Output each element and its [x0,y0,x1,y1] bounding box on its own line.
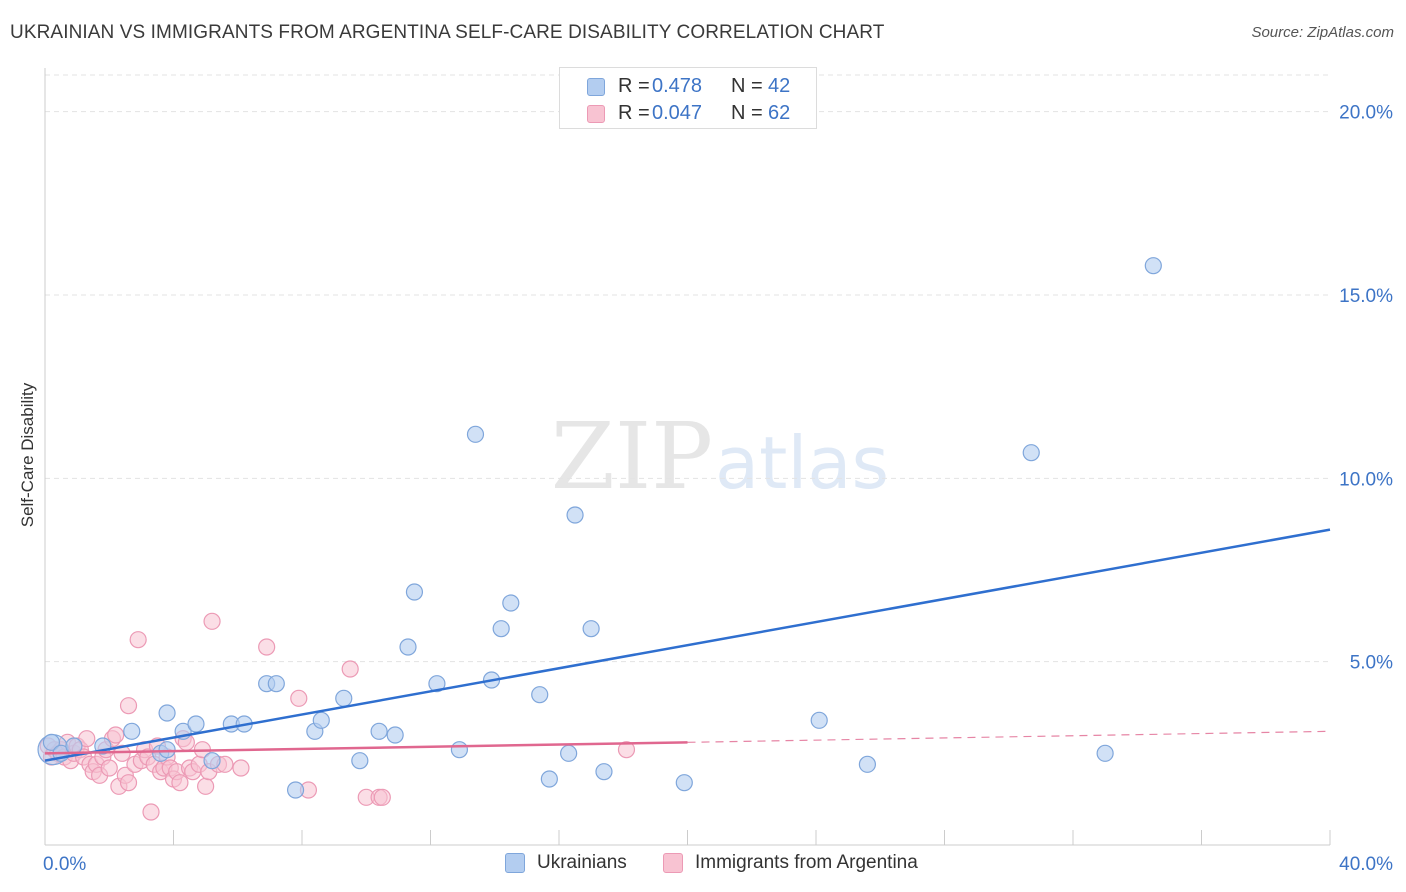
ukrainian-point [566,506,584,524]
ukrainian-point [399,638,417,656]
ukrainian-point [158,741,176,759]
r-label: R = [618,75,650,97]
n-label: N = [731,102,763,124]
argentina-points [39,612,636,821]
ukrainian-point [595,763,613,781]
argentina-point [171,774,189,792]
argentina-point [341,660,359,678]
ukrainian-point [531,686,549,704]
ukrainians-swatch [587,78,605,96]
argentina-point [100,759,118,777]
ukrainian-point [203,752,221,770]
watermark: ZIP atlas [551,403,889,510]
ukrainian-point [810,711,828,729]
ukrainians-legend-swatch [505,853,525,873]
r-label: R = [618,102,650,124]
argentina-legend-swatch [663,853,683,873]
ukrainian-point [560,744,578,762]
legend-label: Ukrainians [537,852,627,873]
argentina-point [78,730,96,748]
trend-lines [44,528,1331,762]
ukrainian-point [1096,744,1114,762]
ukrainian-point [428,675,446,693]
r-value: 0.478 [652,75,703,97]
grid-lines [45,74,1330,663]
ukrainian-point [351,752,369,770]
ukrainian-point [123,722,141,740]
ukrainian-point [42,733,61,751]
argentina-point [290,689,308,707]
ukrainian-point [386,726,404,744]
y-tick-label: 10.0% [1339,469,1393,490]
ukrainian-point [405,583,424,601]
n-value: 62 [768,102,791,124]
ukrainian-point [370,722,388,740]
ukrainian-point [858,755,877,773]
ukrainian-point [450,741,469,759]
argentina-swatch [587,105,605,123]
argentina-point [197,777,215,795]
watermark-zip: ZIP [551,403,713,510]
argentina-point [107,726,125,744]
ukrainian-trend-line [44,528,1331,762]
ukrainian-point [286,781,305,799]
y-tick-label: 15.0% [1339,286,1393,307]
n-label: N = [731,75,763,97]
argentina-trend-line-extension [687,730,1331,743]
ukrainian-point [492,620,510,638]
ukrainian-point [158,704,176,722]
ukrainian-point [1022,444,1040,462]
argentina-point [119,774,138,792]
ukrainian-point [267,675,285,693]
correlation-legend: R = 0.478 N = 42 R = 0.047 N = 62 [559,67,817,129]
y-tick-label: 20.0% [1339,103,1393,124]
chart-title: UKRAINIAN VS IMMIGRANTS FROM ARGENTINA S… [10,22,885,43]
argentina-trend-line [44,741,688,755]
argentina-point [258,638,276,656]
ukrainian-point [540,770,558,788]
legend-row-argentina: R = 0.047 N = 62 [560,101,816,127]
series-legend: Ukrainians Immigrants from Argentina [0,850,1406,878]
r-value: 0.047 [652,102,703,124]
axes [44,68,1331,846]
ukrainian-point [675,774,693,792]
legend-row-ukrainians: R = 0.478 N = 42 [560,74,816,100]
argentina-point [203,612,221,630]
x-tick-label: 0.0% [43,854,86,875]
tick-labels: 5.0% 10.0% 15.0% 20.0% 0.0% 40.0% [43,103,1393,875]
argentina-point [373,788,391,806]
x-tick-label: 40.0% [1339,854,1393,875]
ukrainian-point [1144,257,1162,275]
argentina-point [142,803,160,821]
ukrainian-point [466,425,485,443]
ukrainian-point [582,620,600,638]
argentina-point [119,697,138,715]
y-tick-label: 5.0% [1350,653,1393,674]
ukrainian-point [335,689,353,707]
argentina-point [129,631,147,649]
source-label: Source: ZipAtlas.com [1251,24,1394,41]
argentina-point [617,741,636,759]
watermark-atlas: atlas [715,421,889,505]
argentina-point [232,759,250,777]
legend-label: Immigrants from Argentina [695,852,918,873]
ukrainian-point [312,711,330,729]
n-value: 42 [768,75,791,97]
ukrainian-point [187,715,205,733]
ukrainian-point [502,594,520,612]
ukrainian-points [37,257,1162,799]
